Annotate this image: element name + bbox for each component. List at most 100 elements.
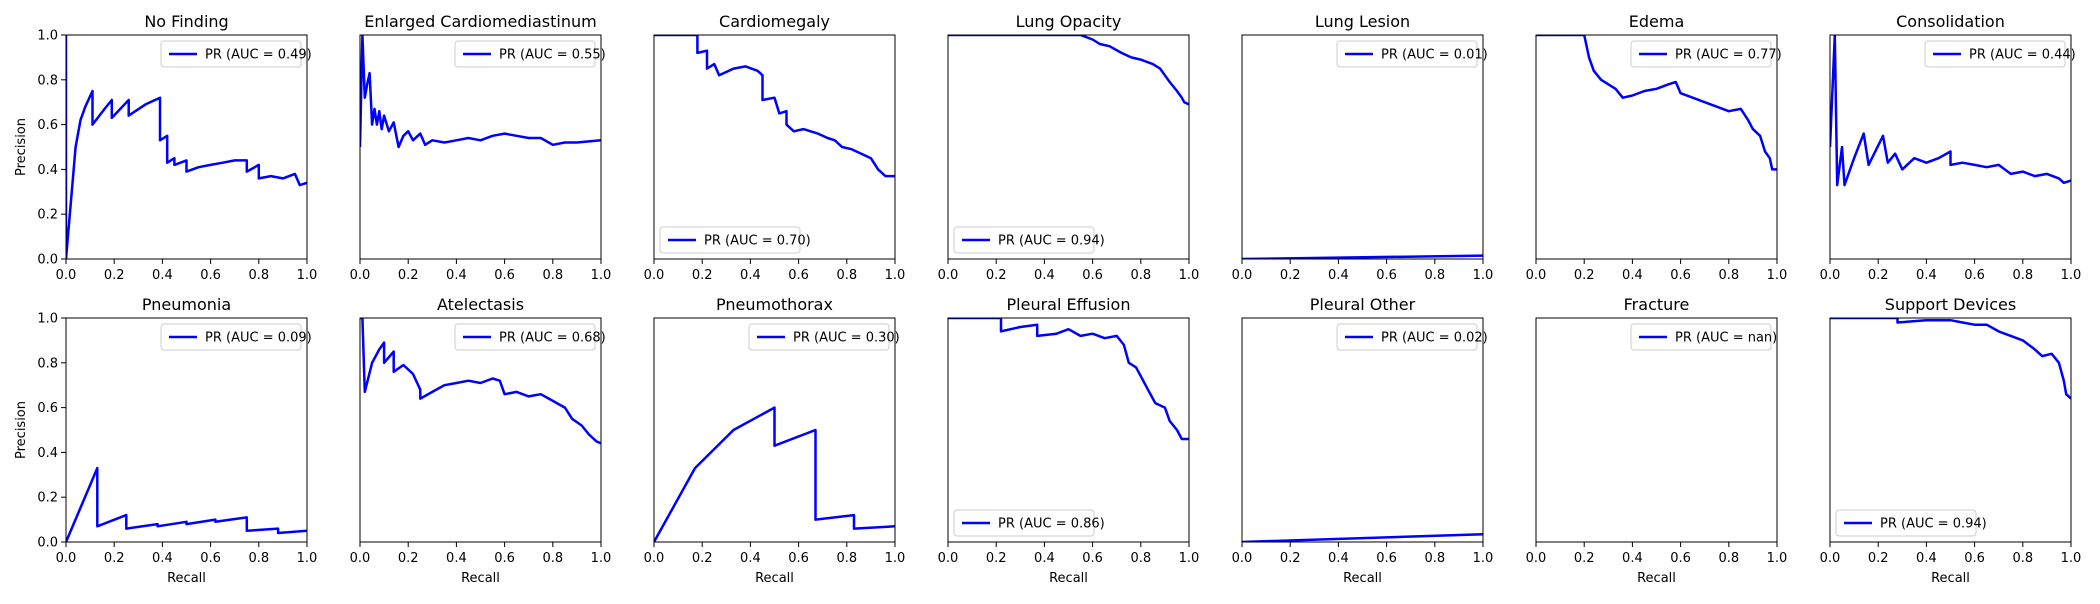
subplot-pneumothorax: Pneumothorax 0.0 0.2 0.4 0.6 0.8 1.0 Recall PR (… xyxy=(644,295,906,586)
x-tick-label: 0.0 xyxy=(1232,268,1253,283)
subplot-title: Enlarged Cardiomediastinum xyxy=(364,12,596,31)
legend-label: PR (AUC = 0.01) xyxy=(1381,48,1488,63)
x-axis-label: Recall xyxy=(1637,571,1676,586)
legend-box xyxy=(160,323,302,351)
pr-curve-line xyxy=(654,406,895,542)
pr-curve-line xyxy=(948,318,1189,441)
subplot-atelectasis: Atelectasis 0.0 0.2 0.4 0.6 0.8 1.0 Recall PR (A… xyxy=(350,295,612,586)
subplot-lung-opacity: Lung Opacity 0.0 0.2 0.4 0.6 0.8 1.0 PR (AUC = … xyxy=(938,12,1200,283)
subplot-title: Consolidation xyxy=(1896,12,2005,31)
x-tick-label: 0.4 xyxy=(1328,551,1349,566)
x-tick-label: 0.2 xyxy=(1868,551,1889,566)
x-tick-label: 0.8 xyxy=(542,551,563,566)
x-tick-label: 1.0 xyxy=(2061,268,2082,283)
x-tick-label: 1.0 xyxy=(591,551,612,566)
legend-label: PR (AUC = 0.86) xyxy=(998,517,1105,532)
x-tick-label: 0.4 xyxy=(1622,268,1643,283)
x-tick-label: 0.2 xyxy=(986,268,1007,283)
x-axis-label: Recall xyxy=(167,571,206,586)
x-tick-label: 0.6 xyxy=(494,268,515,283)
x-tick-label: 1.0 xyxy=(885,551,906,566)
legend-label: PR (AUC = 0.55) xyxy=(499,48,606,63)
subplot-pneumonia: Pneumonia 0.0 0.2 0.4 0.6 0.8 1.0 0.0 0.2 0.4 0.6 0… xyxy=(14,295,317,586)
subplot-title: Support Devices xyxy=(1885,295,2016,314)
x-tick-label: 0.6 xyxy=(1376,268,1397,283)
x-tick-label: 0.2 xyxy=(104,551,125,566)
y-tick-label: 0.6 xyxy=(37,401,58,416)
legend-label: PR (AUC = 0.77) xyxy=(1675,48,1782,63)
x-tick-label: 1.0 xyxy=(297,551,318,566)
x-tick-label: 0.4 xyxy=(446,551,467,566)
x-tick-label: 1.0 xyxy=(1179,551,1200,566)
x-tick-label: 0.4 xyxy=(1034,268,1055,283)
legend: PR (AUC = 0.30) xyxy=(748,323,900,351)
subplot-title: Atelectasis xyxy=(437,295,524,314)
legend-box xyxy=(1835,509,1977,537)
legend: PR (AUC = 0.01) xyxy=(1336,40,1488,68)
x-tick-label: 0.8 xyxy=(836,268,857,283)
subplot-cardiomegaly: Cardiomegaly 0.0 0.2 0.4 0.6 0.8 1.0 PR (AUC = … xyxy=(644,12,906,283)
x-tick-label: 1.0 xyxy=(2061,551,2082,566)
y-tick-label: 1.0 xyxy=(37,29,58,44)
x-tick-label: 0.8 xyxy=(836,551,857,566)
axes-frame xyxy=(359,34,602,260)
x-tick-label: 0.4 xyxy=(740,268,761,283)
x-tick-label: 0.6 xyxy=(788,551,809,566)
x-tick-label: 0.0 xyxy=(350,551,371,566)
axes-frame xyxy=(653,34,896,260)
x-tick-label: 0.6 xyxy=(494,551,515,566)
legend: PR (AUC = 0.94) xyxy=(1835,509,1987,537)
x-tick-label: 0.6 xyxy=(1082,268,1103,283)
subplot-title: Pleural Effusion xyxy=(1007,295,1131,314)
y-tick-label: 0.6 xyxy=(37,118,58,133)
legend-label: PR (AUC = 0.44) xyxy=(1969,48,2076,63)
legend: PR (AUC = nan) xyxy=(1630,323,1777,351)
x-tick-label: 1.0 xyxy=(591,268,612,283)
x-tick-label: 0.8 xyxy=(1718,268,1739,283)
subplot-title: Pneumothorax xyxy=(716,295,833,314)
x-tick-label: 0.0 xyxy=(1820,551,1841,566)
x-tick-label: 0.6 xyxy=(1964,268,1985,283)
subplot-edema: Edema 0.0 0.2 0.4 0.6 0.8 1.0 PR (AUC = 0.77) xyxy=(1526,12,1788,283)
legend-label: PR (AUC = 0.94) xyxy=(1880,517,1987,532)
x-tick-label: 0.4 xyxy=(740,551,761,566)
x-tick-label: 0.0 xyxy=(644,551,665,566)
pr-curve-line xyxy=(1242,532,1483,542)
legend-label: PR (AUC = 0.68) xyxy=(499,331,606,346)
x-tick-label: 0.8 xyxy=(1130,551,1151,566)
x-tick-label: 0.8 xyxy=(248,268,269,283)
legend: PR (AUC = 0.77) xyxy=(1630,40,1782,68)
x-tick-label: 0.6 xyxy=(1670,551,1691,566)
y-tick-label: 0.0 xyxy=(37,536,58,551)
pr-curve-line xyxy=(1830,35,2071,187)
x-axis-label: Recall xyxy=(1931,571,1970,586)
legend-box xyxy=(1630,323,1772,351)
x-tick-label: 0.2 xyxy=(1574,268,1595,283)
legend-box xyxy=(1630,40,1772,68)
legend-box xyxy=(160,40,302,68)
x-tick-label: 1.0 xyxy=(1767,268,1788,283)
pr-curve-line xyxy=(1242,254,1483,259)
x-tick-label: 0.2 xyxy=(986,551,1007,566)
subplot-fracture: Fracture 0.0 0.2 0.4 0.6 0.8 1.0 Recall PR (AUC … xyxy=(1526,295,1788,586)
y-tick-label: 0.8 xyxy=(37,73,58,88)
x-tick-label: 0.2 xyxy=(1868,268,1889,283)
legend-label: PR (AUC = 0.94) xyxy=(998,234,1105,249)
legend: PR (AUC = 0.55) xyxy=(454,40,606,68)
subplot-title: Fracture xyxy=(1624,295,1690,314)
subplot-consolidation: Consolidation 0.0 0.2 0.4 0.6 0.8 1.0 PR (AUC =… xyxy=(1820,12,2082,283)
x-axis-label: Recall xyxy=(755,571,794,586)
subplot-title: Cardiomegaly xyxy=(719,12,830,31)
x-tick-label: 0.4 xyxy=(1328,268,1349,283)
x-tick-label: 0.2 xyxy=(1280,551,1301,566)
x-tick-label: 0.0 xyxy=(1526,268,1547,283)
axes-frame xyxy=(65,34,308,260)
x-tick-label: 0.0 xyxy=(56,551,77,566)
legend-box xyxy=(659,226,801,254)
y-axis-label: Precision xyxy=(14,118,29,176)
subplot-lung-lesion: Lung Lesion 0.0 0.2 0.4 0.6 0.8 1.0 PR (AUC = 0… xyxy=(1232,12,1494,283)
x-tick-label: 1.0 xyxy=(1473,268,1494,283)
y-tick-label: 0.0 xyxy=(37,253,58,268)
x-tick-label: 0.0 xyxy=(938,551,959,566)
